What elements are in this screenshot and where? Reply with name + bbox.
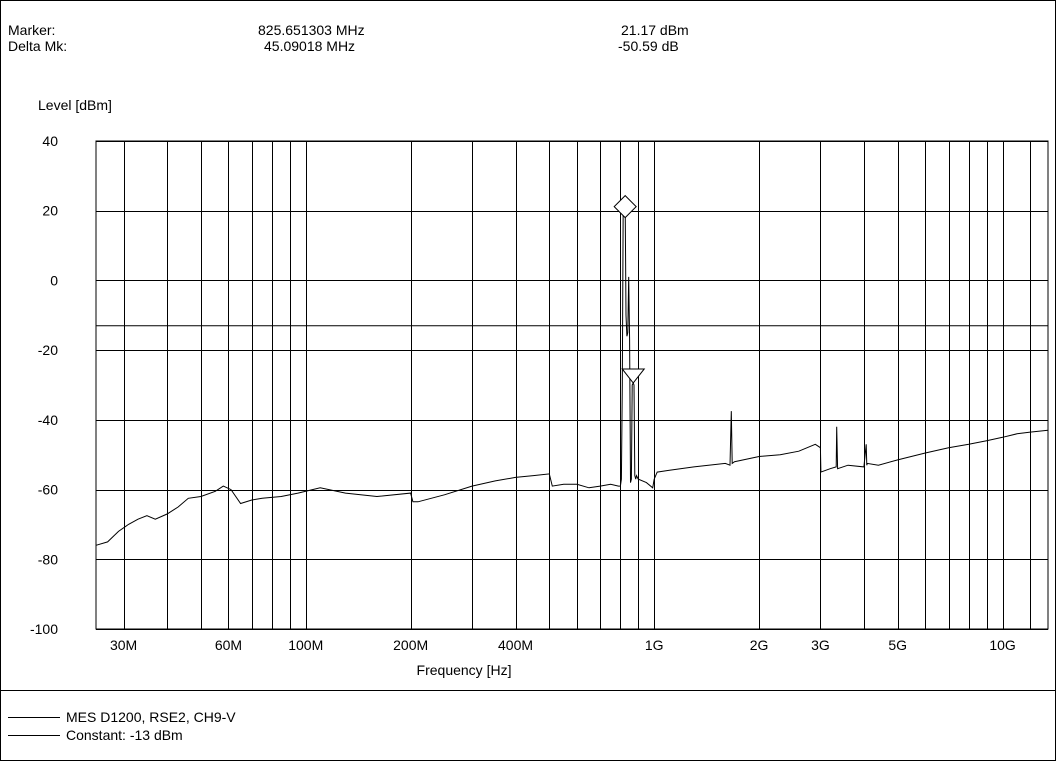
y-tick-label: -60	[38, 482, 58, 498]
y-tick-label: -40	[38, 412, 58, 428]
x-tick-label: 60M	[215, 637, 242, 653]
x-tick-label: 200M	[393, 637, 428, 653]
y-tick-label: 40	[42, 133, 58, 149]
delta-marker-level: -50.59 dB	[618, 38, 679, 54]
y-tick-label: 0	[50, 272, 58, 288]
delta-marker-label: Delta Mk:	[8, 38, 68, 54]
plot-frame	[95, 140, 1049, 630]
x-tick-label: 3G	[811, 637, 830, 653]
marker-frequency: 825.651303 MHz	[258, 22, 365, 38]
legend-label-measurement: MES D1200, RSE2, CH9-V	[66, 709, 236, 725]
y-tick-label: 20	[42, 203, 58, 219]
x-tick-label: 1G	[645, 637, 664, 653]
x-tick-label: 30M	[110, 637, 137, 653]
legend-swatch-constant	[8, 734, 60, 736]
y-tick-label: -80	[38, 551, 58, 567]
y-tick-label: -100	[30, 621, 58, 637]
marker-level: 21.17 dBm	[621, 22, 689, 38]
x-tick-label: 5G	[888, 637, 907, 653]
marker-label: Marker:	[8, 22, 56, 38]
x-axis-title: Frequency [Hz]	[417, 662, 512, 678]
x-tick-label: 2G	[750, 637, 769, 653]
legend-label-constant: Constant: -13 dBm	[66, 727, 183, 743]
y-axis-title: Level [dBm]	[38, 97, 112, 113]
x-tick-label: 10G	[989, 637, 1015, 653]
delta-marker-triangle	[621, 368, 646, 384]
measurement-trace	[95, 196, 1049, 546]
legend-item-constant: Constant: -13 dBm	[8, 727, 183, 743]
marker-diamond	[613, 194, 637, 219]
delta-marker-frequency: 45.09018 MHz	[264, 38, 356, 54]
legend-swatch-measurement	[8, 716, 60, 718]
legend-item-measurement: MES D1200, RSE2, CH9-V	[8, 709, 236, 725]
x-tick-label: 100M	[288, 637, 323, 653]
y-tick-label: -20	[38, 342, 58, 358]
x-tick-label: 400M	[498, 637, 533, 653]
